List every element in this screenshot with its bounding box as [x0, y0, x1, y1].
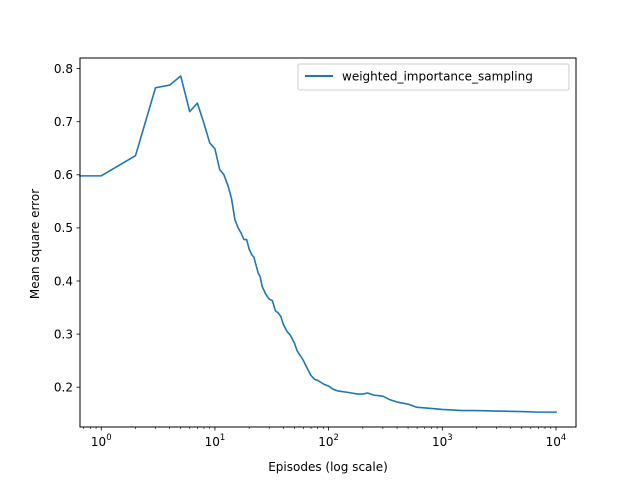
plot-frame — [79, 57, 577, 428]
legend-label: weighted_importance_sampling — [342, 70, 533, 84]
legend: weighted_importance_sampling — [297, 63, 570, 91]
x-tick-label: 103 — [432, 433, 453, 449]
x-axis-label: Episodes (log scale) — [268, 460, 388, 474]
x-tick-label: 102 — [318, 433, 339, 449]
y-tick-label: 0.6 — [54, 168, 73, 182]
y-tick-label: 0.2 — [54, 380, 73, 394]
plot-area — [79, 75, 557, 413]
y-tick-label: 0.8 — [54, 62, 73, 76]
series-line-0 — [79, 75, 557, 413]
legend-box — [297, 63, 570, 91]
y-tick-label: 0.7 — [54, 115, 73, 129]
x-tick-label: 104 — [546, 433, 567, 449]
y-axis-label: Mean square error — [28, 189, 42, 299]
y-axis: 0.2 0.3 0.4 0.5 0.6 0.7 0.8 — [54, 62, 80, 394]
y-tick-label: 0.4 — [54, 274, 73, 288]
y-tick-label: 0.3 — [54, 327, 73, 341]
x-axis: 100 101 102 103 104 — [83, 427, 567, 449]
y-tick-label: 0.5 — [54, 221, 73, 235]
x-tick-label: 100 — [91, 433, 112, 449]
x-tick-label: 101 — [205, 433, 226, 449]
